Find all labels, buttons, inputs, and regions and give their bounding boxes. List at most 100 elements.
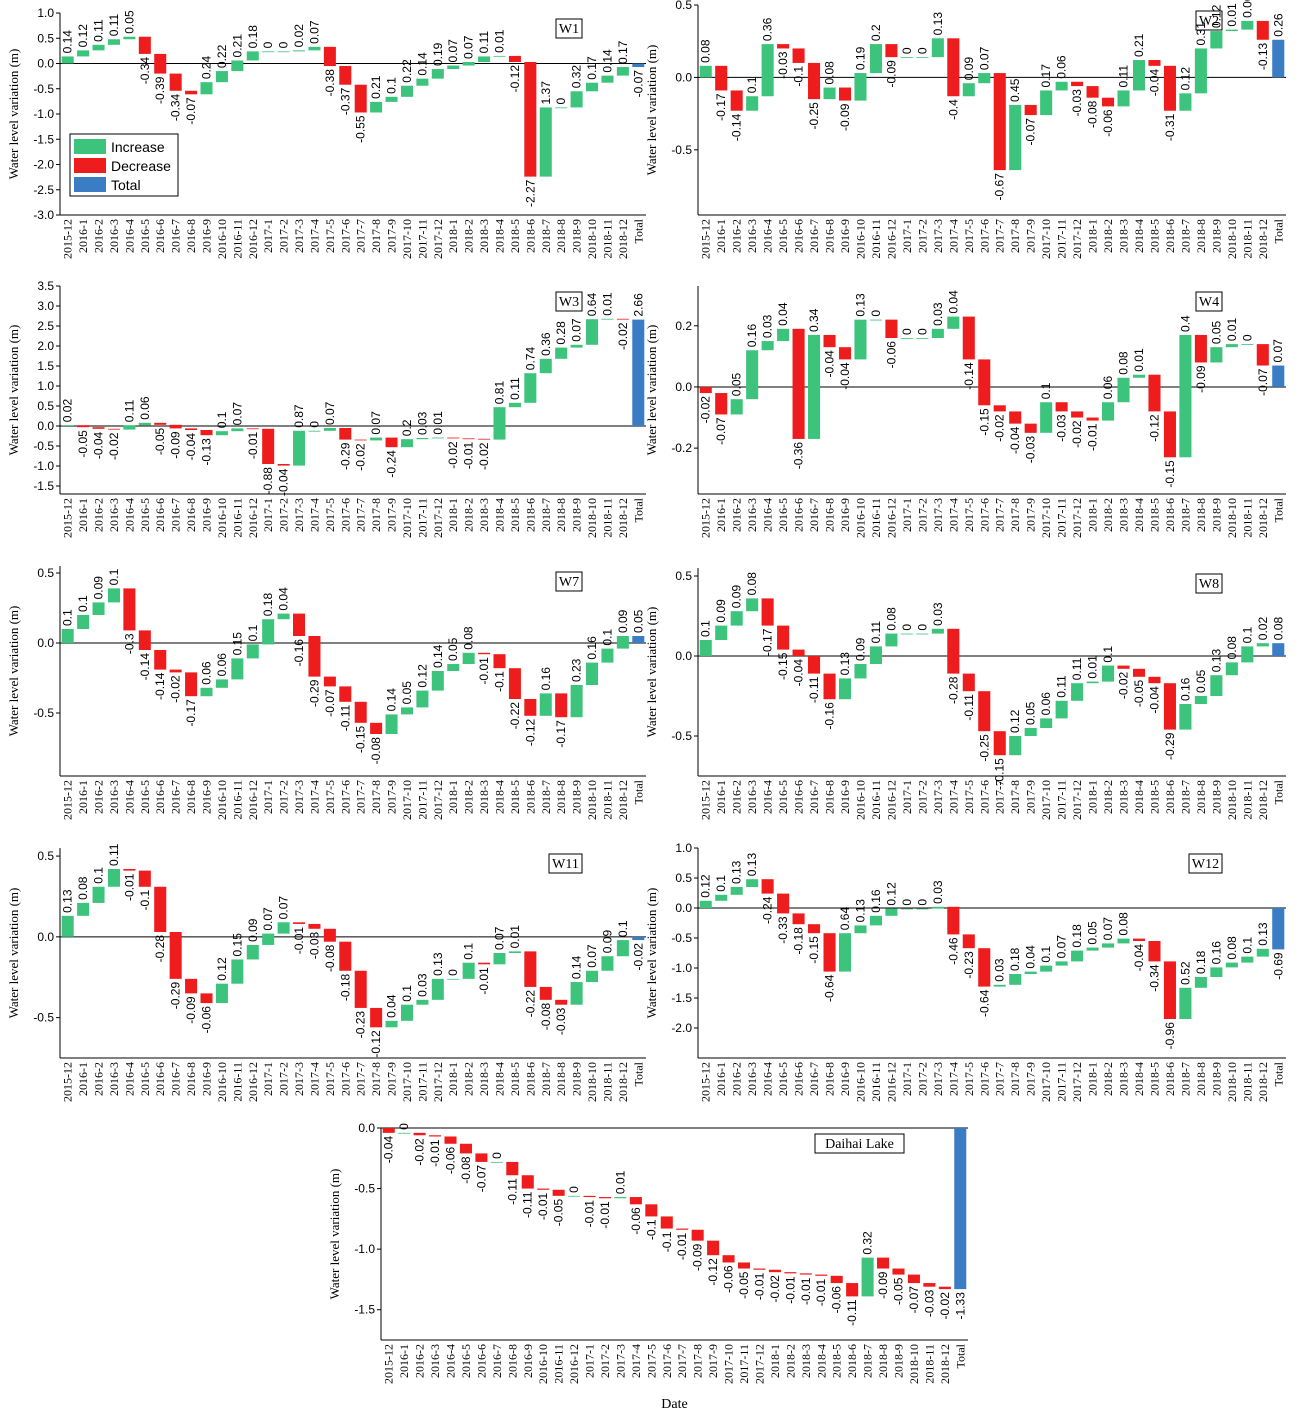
bar-decrease [555, 693, 568, 718]
bar-increase [277, 613, 290, 620]
data-label: 0.17 [585, 56, 599, 80]
data-label: 1.37 [539, 81, 553, 105]
bar-increase [92, 44, 105, 51]
y-tick-label: -2.0 [33, 158, 54, 172]
bar-decrease [792, 328, 805, 439]
x-tick-label: 2016-2 [413, 1344, 427, 1378]
data-label: -0.1 [493, 671, 507, 692]
bar-increase [993, 984, 1006, 987]
x-tick-label: 2018-6 [1163, 219, 1177, 253]
chart-daihai-lake: 0.0 -0.5 -1.0 -1.5 Water level variation (m)… [327, 1121, 968, 1412]
data-label: -0.09 [691, 1243, 705, 1271]
bar-decrease [978, 691, 991, 732]
x-tick-label: 2017-9 [385, 219, 399, 253]
data-label: -0.15 [776, 652, 790, 680]
bar-decrease [107, 428, 120, 430]
x-tick-label: 2018-8 [554, 780, 568, 814]
bar-increase [138, 422, 151, 426]
bar-increase [746, 598, 759, 612]
x-tick-label: 2016-2 [92, 1062, 106, 1096]
bar-decrease [777, 44, 790, 49]
x-tick-label: 2017-7 [993, 219, 1007, 253]
x-tick-label: 2018-6 [523, 219, 537, 253]
bar-increase [123, 425, 136, 430]
data-label: -0.46 [946, 937, 960, 965]
bar-decrease [1009, 411, 1022, 424]
x-tick-label: 2017-1 [900, 219, 914, 253]
bar-decrease [293, 922, 306, 924]
bar-decrease [200, 993, 213, 1004]
data-label: -0.07 [323, 689, 337, 717]
bar-decrease [508, 668, 521, 699]
x-tick-label: 2016-3 [107, 1062, 121, 1096]
data-label: 0.13 [853, 899, 867, 923]
bar-decrease [354, 970, 367, 1008]
data-label: -0.01 [246, 431, 260, 459]
x-tick-label: 2016-8 [505, 1344, 519, 1378]
x-tick-label: 2016-8 [823, 219, 837, 253]
data-label: 0 [261, 41, 275, 48]
data-label: -0.02 [107, 432, 121, 460]
x-tick-label: 2017-10 [1039, 498, 1053, 538]
x-tick-label: 2016-7 [807, 498, 821, 532]
x-tick-label: 2016-6 [153, 1062, 167, 1096]
bar-decrease [92, 427, 105, 429]
x-tick-label: 2016-11 [230, 780, 244, 820]
data-label: 0.01 [508, 925, 522, 949]
bar-decrease [1256, 20, 1269, 40]
x-tick-label: 2018-3 [799, 1344, 813, 1378]
x-tick-label: 2017-4 [629, 1344, 643, 1378]
y-tick-label: -1.0 [671, 961, 692, 975]
x-tick-label: 2016-7 [169, 1062, 183, 1096]
y-tick-label: -2.5 [33, 183, 54, 197]
data-label: 0.08 [699, 39, 713, 63]
legend-swatch-increase [74, 139, 106, 154]
x-tick-label: 2018-6 [1163, 1062, 1177, 1096]
bar-decrease [429, 1135, 442, 1137]
x-tick-label: 2016-10 [215, 780, 229, 820]
bar-increase [77, 615, 90, 629]
bar-increase [715, 894, 728, 901]
x-tick-label: 2015-12 [61, 1062, 75, 1102]
x-tick-label: 2018-8 [1194, 219, 1208, 253]
bar-decrease [1024, 104, 1037, 116]
bar-decrease [169, 669, 182, 673]
bar-increase [808, 334, 821, 439]
bar-increase [61, 629, 74, 643]
data-label: 0.07 [261, 907, 275, 931]
bar-increase [1102, 943, 1115, 948]
bar-increase [1086, 681, 1099, 684]
data-label: 0.08 [1225, 936, 1239, 960]
data-label: 0.05 [400, 681, 414, 705]
data-label: 0.14 [600, 49, 614, 73]
bar-decrease [123, 869, 136, 871]
chart-w1: 1.0 0.5 0.0 -0.5 -1.0 -1.5 -2.0 -2.5 -3.0 Water l… [6, 6, 646, 259]
x-tick-label: 2016-3 [107, 219, 121, 253]
data-label: -0.11 [807, 676, 821, 703]
bar-increase [400, 439, 413, 448]
data-label: -0.04 [838, 362, 852, 390]
data-label: -0.04 [184, 433, 198, 461]
data-label: 0.07 [570, 318, 584, 342]
data-label: -0.07 [184, 97, 198, 125]
bar-decrease [691, 1229, 704, 1241]
x-tick-label: 2018-7 [1178, 498, 1192, 532]
data-label: 0.08 [823, 61, 837, 85]
x-tick-label: 2018-9 [1209, 219, 1223, 253]
data-label: -0.69 [1271, 952, 1285, 980]
x-tick-label: 2017-11 [1055, 219, 1069, 259]
bar-decrease [308, 923, 321, 929]
data-label: 0.16 [869, 889, 883, 913]
x-tick-label: 2016-4 [122, 498, 136, 532]
data-label: -0.01 [477, 657, 491, 685]
x-tick-label: 2017-1 [261, 219, 275, 253]
x-tick-label: 2018-11 [1240, 219, 1254, 259]
data-label: 0.07 [230, 402, 244, 426]
data-label: -0.04 [92, 431, 106, 459]
x-tick-label: 2017-3 [931, 219, 945, 253]
data-label: -0.01 [428, 1139, 442, 1167]
bar-decrease [1148, 60, 1161, 66]
panel-title: W8 [1199, 577, 1219, 592]
data-label: 0.04 [385, 994, 399, 1018]
bar-increase [231, 428, 244, 432]
